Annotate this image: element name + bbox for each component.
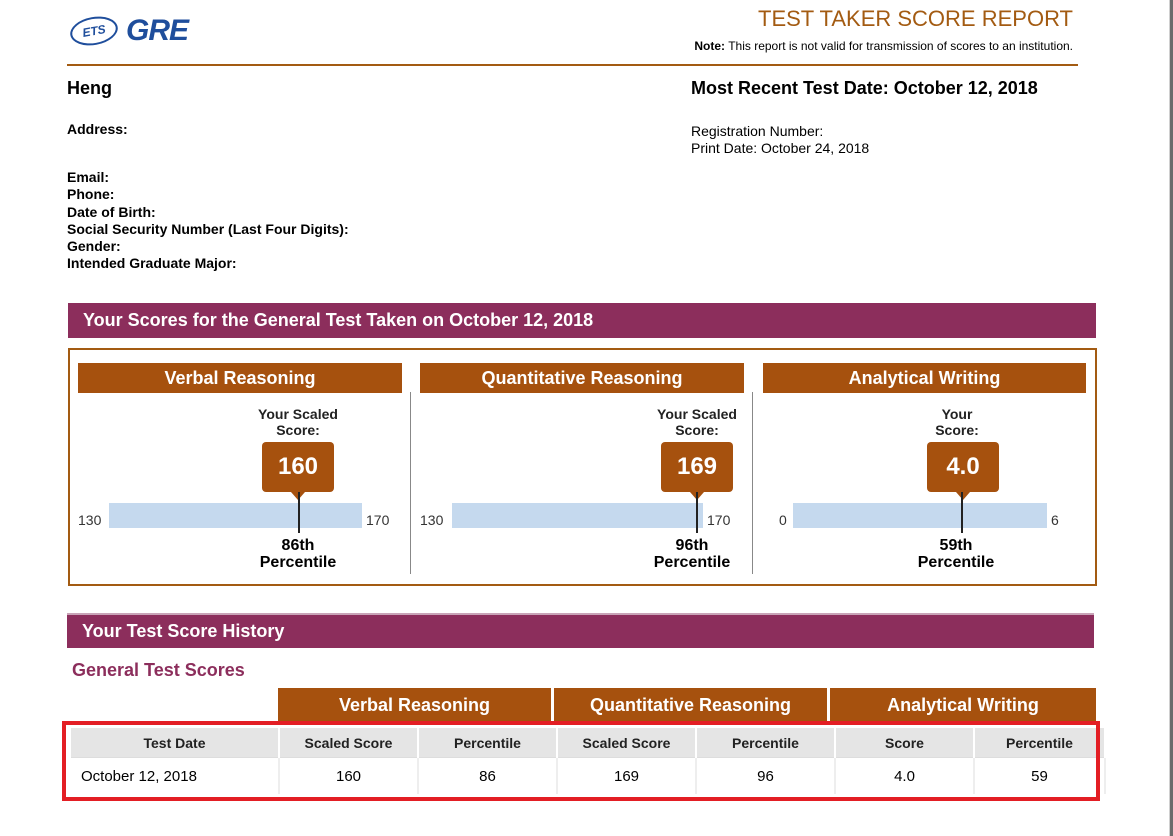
page-edge-shadow — [1169, 0, 1170, 836]
table-row: October 12, 2018 160 86 169 96 4.0 59 — [71, 757, 1106, 794]
ssn-label: Social Security Number (Last Four Digits… — [67, 220, 349, 237]
verbal-min-label: 130 — [78, 512, 102, 528]
history-group-quant: Quantitative Reasoning — [554, 688, 827, 722]
score-label-line: Your — [941, 406, 973, 422]
note-label: Note: — [694, 39, 726, 53]
highlight-box — [62, 721, 1100, 801]
score-label-line: Score: — [935, 422, 979, 438]
phone-label: Phone: — [67, 186, 115, 203]
address-label: Address: — [67, 121, 128, 137]
table-cell: 59 — [974, 757, 1106, 794]
panel-divider — [410, 392, 411, 574]
percentile-value: 59th — [939, 537, 973, 554]
report-title: TEST TAKER SCORE REPORT — [758, 6, 1073, 31]
writing-score-marker — [961, 492, 963, 533]
report-note: Note: This report is not valid for trans… — [694, 39, 1073, 53]
column-header: Percentile — [696, 728, 836, 758]
major-label: Intended Graduate Major: — [67, 255, 237, 272]
quant-min-label: 130 — [420, 512, 444, 528]
column-header: Scaled Score — [279, 728, 419, 758]
print-date: Print Date: October 24, 2018 — [691, 140, 870, 156]
percentile-word: Percentile — [917, 554, 995, 571]
score-label-line: Score: — [675, 422, 719, 438]
quant-panel-header: Quantitative Reasoning — [420, 363, 744, 393]
writing-percentile: 59th Percentile — [896, 537, 1016, 571]
page-edge — [1170, 0, 1173, 836]
verbal-max-label: 170 — [366, 512, 390, 528]
quant-score-marker — [696, 492, 698, 533]
dob-label: Date of Birth: — [67, 203, 156, 220]
percentile-value: 96th — [675, 537, 709, 554]
column-header: Score — [835, 728, 975, 758]
quant-score-bar — [452, 503, 703, 528]
gre-logo-text: GRE — [126, 14, 189, 47]
email-label: Email: — [67, 169, 110, 185]
writing-min-label: 0 — [779, 512, 787, 528]
writing-max-label: 6 — [1051, 512, 1059, 528]
table-cell: 4.0 — [835, 757, 975, 794]
registration-label: Registration Number: — [691, 123, 824, 139]
column-header: Percentile — [974, 728, 1106, 758]
score-panels-box — [68, 348, 1097, 586]
panel-divider — [752, 392, 753, 574]
recent-test-date: Most Recent Test Date: October 12, 2018 — [691, 78, 1038, 98]
verbal-panel-header: Verbal Reasoning — [78, 363, 402, 393]
percentile-value: 86th — [281, 537, 315, 554]
verbal-score-label: Your Scaled Score: — [248, 406, 348, 438]
column-header: Percentile — [418, 728, 558, 758]
history-group-verbal: Verbal Reasoning — [278, 688, 551, 722]
registration-block: Registration Number: Print Date: October… — [691, 123, 869, 157]
writing-score-label: Your Score: — [907, 406, 1007, 438]
percentile-word: Percentile — [259, 554, 337, 571]
writing-panel-header: Analytical Writing — [763, 363, 1086, 393]
note-text: This report is not valid for transmissio… — [728, 39, 1073, 53]
table-cell: 86 — [418, 757, 558, 794]
quant-score-label: Your Scaled Score: — [647, 406, 747, 438]
score-label-line: Score: — [276, 422, 320, 438]
score-label-line: Your Scaled — [258, 406, 338, 422]
writing-score-bar — [793, 503, 1047, 528]
table-cell: 96 — [696, 757, 836, 794]
table-cell-test-date: October 12, 2018 — [71, 757, 280, 794]
score-label-line: Your Scaled — [657, 406, 737, 422]
verbal-percentile: 86th Percentile — [238, 537, 358, 571]
score-history-table: Test Date Scaled Score Percentile Scaled… — [71, 728, 1106, 794]
verbal-score-badge: 160 — [262, 442, 334, 500]
gre-logo: ETS GRE — [67, 13, 189, 49]
candidate-info-list: Email: Phone: Date of Birth: Social Secu… — [67, 169, 349, 273]
percentile-word: Percentile — [653, 554, 731, 571]
column-header: Scaled Score — [557, 728, 697, 758]
header-divider — [67, 64, 1078, 66]
quant-percentile: 96th Percentile — [632, 537, 752, 571]
history-group-writing: Analytical Writing — [830, 688, 1096, 722]
table-header-row: Test Date Scaled Score Percentile Scaled… — [71, 728, 1106, 758]
verbal-score-marker — [298, 492, 300, 533]
general-test-scores-heading: General Test Scores — [72, 660, 245, 680]
gender-label: Gender: — [67, 238, 121, 255]
writing-score-badge: 4.0 — [927, 442, 999, 500]
history-section-banner: Your Test Score History — [67, 613, 1094, 648]
table-cell: 160 — [279, 757, 419, 794]
ets-logo-icon: ETS — [67, 13, 121, 49]
table-cell: 169 — [557, 757, 697, 794]
quant-max-label: 170 — [707, 512, 731, 528]
verbal-score-bar — [109, 503, 362, 528]
scores-section-banner: Your Scores for the General Test Taken o… — [68, 303, 1096, 338]
quant-score-badge: 169 — [661, 442, 733, 500]
candidate-name: Heng — [67, 78, 112, 98]
column-header: Test Date — [71, 728, 280, 758]
